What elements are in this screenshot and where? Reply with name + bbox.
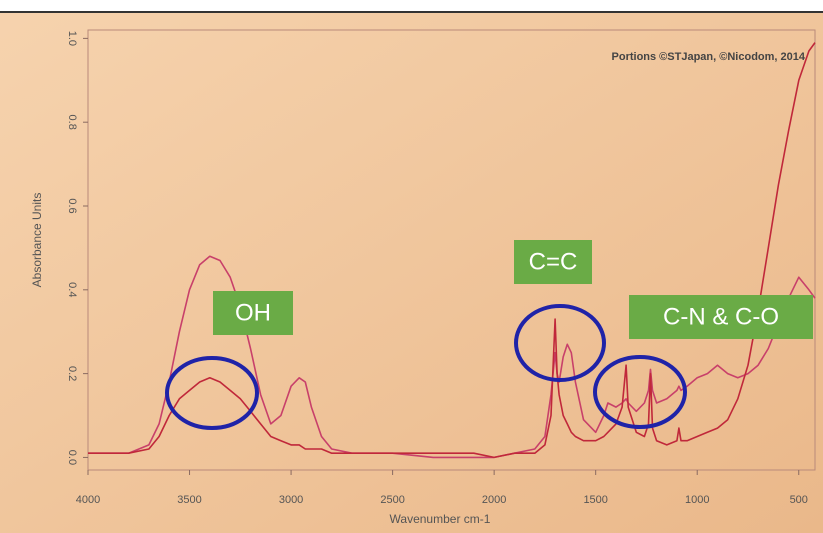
y-tick-label: 0.4 <box>66 282 78 297</box>
x-tick-label: 4000 <box>76 494 100 506</box>
y-tick-label: 0.6 <box>66 198 78 213</box>
annotation: C=C <box>529 248 578 275</box>
chart: Portions ©STJapan, ©Nicodom, 2014 Wavenu… <box>0 0 823 533</box>
y-tick-label: 0.0 <box>66 450 78 465</box>
page: Portions ©STJapan, ©Nicodom, 2014 Wavenu… <box>0 0 823 533</box>
annotation: OH <box>235 299 271 326</box>
annotation: C-N & C-O <box>663 303 779 330</box>
y-tick-label: 1.0 <box>66 31 78 46</box>
y-tick-label: 0.2 <box>66 366 78 381</box>
x-tick-label: 3500 <box>177 494 201 506</box>
x-axis-label: Wavenumber cm-1 <box>390 512 491 526</box>
x-tick-label: 2500 <box>380 494 404 506</box>
x-tick-label: 1500 <box>583 494 607 506</box>
x-tick-label: 2000 <box>482 494 506 506</box>
x-tick-label: 3000 <box>279 494 303 506</box>
x-tick-label: 500 <box>790 494 808 506</box>
top-strip <box>0 0 823 12</box>
y-tick-label: 0.8 <box>66 115 78 130</box>
y-axis-label: Absorbance Units <box>30 193 44 288</box>
credit: Portions ©STJapan, ©Nicodom, 2014 <box>612 51 806 63</box>
x-tick-label: 1000 <box>685 494 709 506</box>
